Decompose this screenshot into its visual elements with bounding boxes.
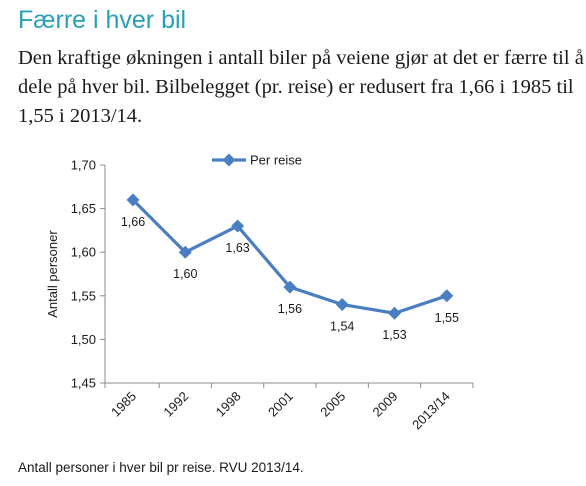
- data-point-marker: [387, 306, 402, 320]
- y-tick-label: 1,45: [71, 376, 96, 391]
- y-tick-label: 1,60: [71, 245, 96, 260]
- data-label: 1,54: [330, 320, 354, 334]
- y-tick-label: 1,55: [71, 288, 96, 303]
- y-tick-label: 1,65: [71, 201, 96, 216]
- chart-caption: Antall personer i hver bil pr reise. RVU…: [18, 460, 304, 475]
- page-title: Færre i hver bil: [18, 6, 187, 34]
- data-label: 1,55: [435, 311, 459, 325]
- x-tick-label: 1985: [108, 389, 139, 420]
- data-label: 1,63: [225, 241, 249, 255]
- y-tick-label: 1,70: [71, 158, 96, 173]
- chart-axes: 1,45 1,50 1,55 1,60 1,65 1,70 1985 1992 1998 2001…: [45, 158, 474, 433]
- y-tick-label: 1,50: [71, 332, 96, 347]
- x-tick-label: 2013/14: [409, 389, 453, 433]
- data-label: 1,66: [121, 215, 145, 229]
- x-tick-label: 1998: [213, 389, 244, 420]
- legend-label: Per reise: [250, 153, 302, 168]
- data-label: 1,60: [173, 267, 197, 281]
- intro-text: Den kraftige økningen i antall biler på …: [18, 47, 584, 127]
- x-tick-label: 2005: [317, 389, 348, 420]
- legend-marker: [222, 153, 236, 167]
- x-tick-label: 2009: [370, 389, 401, 420]
- line-chart: 1,45 1,50 1,55 1,60 1,65 1,70 1985 1992 1998 2001…: [45, 153, 474, 433]
- data-point-marker: [440, 289, 454, 303]
- series-line: [131, 198, 448, 315]
- chart-legend: Per reise: [212, 153, 302, 168]
- data-point-marker: [283, 280, 297, 294]
- x-tick-label: 1992: [160, 389, 191, 420]
- x-tick-label: 2001: [265, 389, 296, 420]
- data-label: 1,56: [278, 302, 302, 316]
- chart-plot-area: 1,66 1,60 1,63 1,56 1,54 1,53 1,55: [121, 193, 459, 342]
- data-point-marker: [335, 298, 349, 312]
- y-axis-title: Antall personer: [45, 230, 60, 318]
- data-label: 1,53: [382, 328, 406, 342]
